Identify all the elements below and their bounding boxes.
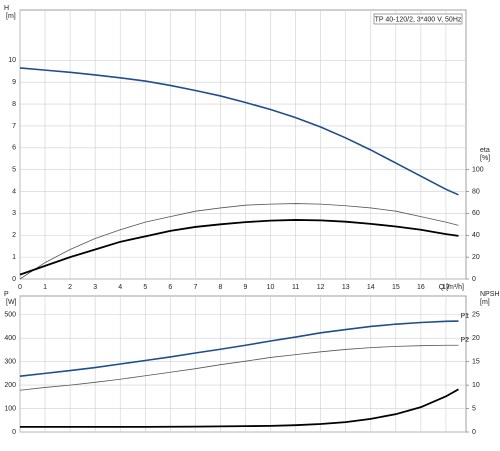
y2-axis-label: [%] [480, 155, 490, 162]
x-tick-label: 6 [168, 284, 172, 291]
y-tick-label: 2 [12, 232, 16, 239]
x-tick-label: 15 [392, 284, 400, 291]
x-tick-label: 0 [18, 284, 22, 291]
y-tick-label: 100 [4, 405, 16, 412]
y-tick-label: 3 [12, 210, 16, 217]
y2-tick-label: 0 [472, 276, 476, 283]
y-tick-label: 0 [12, 276, 16, 283]
y-tick-label: 300 [4, 358, 16, 365]
x-tick-label: 2 [68, 284, 72, 291]
y2-tick-label: 20 [472, 335, 480, 342]
chart-title: TP 40-120/2, 3*400 V, 50Hz [375, 16, 462, 23]
y-tick-label: 1 [12, 254, 16, 261]
series-line [19, 219, 459, 276]
y2-axis-label: eta [480, 147, 490, 154]
y-axis-label: P [4, 291, 9, 298]
y-tick-label: 6 [12, 145, 16, 152]
y2-axis-label: NPSH [480, 291, 499, 298]
y2-tick-label: 20 [472, 254, 480, 261]
y2-tick-label: 80 [472, 188, 480, 195]
y-tick-label: 200 [4, 382, 16, 389]
legend-box [373, 13, 463, 25]
series-label: P1 [460, 313, 469, 320]
y-tick-label: 9 [12, 79, 16, 86]
series-line [19, 344, 459, 391]
y2-tick-label: 5 [472, 405, 476, 412]
y2-tick-label: 25 [472, 312, 480, 319]
series-label: P2 [460, 337, 469, 344]
series-line [19, 320, 459, 377]
y-tick-label: 10 [8, 57, 16, 64]
plot-area [19, 295, 467, 433]
y-axis-label: [m] [6, 13, 16, 20]
y2-tick-label: 15 [472, 358, 480, 365]
y2-tick-label: 0 [472, 429, 476, 436]
y2-tick-label: 10 [472, 382, 480, 389]
x-tick-label: 17 [442, 284, 450, 291]
x-tick-label: 4 [118, 284, 122, 291]
series-line [19, 203, 459, 280]
y-tick-label: 500 [4, 312, 16, 319]
x-axis-label: Q [m³/h] [439, 284, 464, 291]
plot-area [19, 9, 467, 280]
x-tick-label: 10 [267, 284, 275, 291]
y-tick-label: 5 [12, 166, 16, 173]
y-tick-label: 0 [12, 429, 16, 436]
y-axis-label: H [4, 5, 9, 12]
y2-tick-label: 40 [472, 232, 480, 239]
x-tick-label: 13 [342, 284, 350, 291]
y-tick-label: 4 [12, 188, 16, 195]
series-line [19, 67, 459, 196]
x-tick-label: 14 [367, 284, 375, 291]
y2-tick-label: 100 [472, 166, 484, 173]
series-line [20, 388, 459, 428]
x-tick-label: 11 [292, 284, 299, 291]
y-tick-label: 7 [12, 123, 16, 130]
y-tick-label: 8 [12, 101, 16, 108]
x-tick-label: 9 [244, 284, 248, 291]
x-tick-label: 16 [417, 284, 425, 291]
x-tick-label: 8 [218, 284, 222, 291]
x-tick-label: 1 [43, 284, 47, 291]
y-tick-label: 400 [4, 335, 16, 342]
y-axis-label: [W] [6, 299, 17, 306]
x-tick-label: 7 [193, 284, 197, 291]
y2-tick-label: 60 [472, 210, 480, 217]
x-tick-label: 12 [317, 284, 325, 291]
x-tick-label: 5 [143, 284, 147, 291]
y2-axis-label: [m] [480, 299, 490, 306]
x-tick-label: 3 [93, 284, 97, 291]
